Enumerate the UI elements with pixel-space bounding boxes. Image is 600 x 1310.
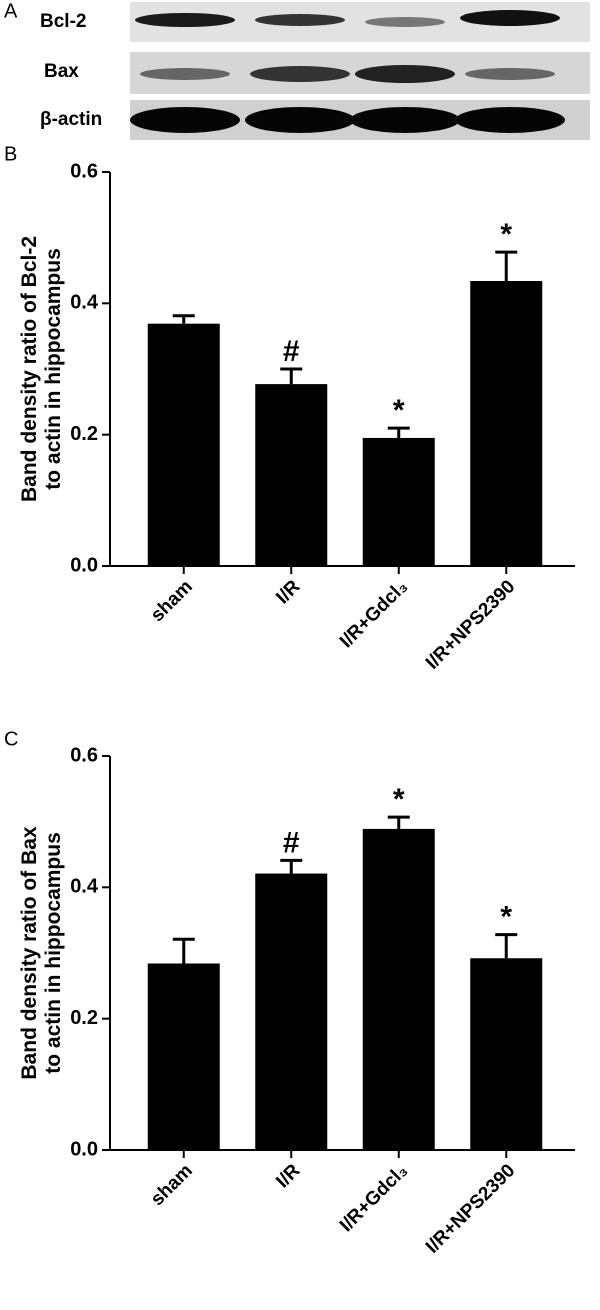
panel-label: B	[4, 143, 17, 165]
band	[350, 107, 460, 133]
y-tick-label: 0.2	[70, 1007, 98, 1029]
band	[460, 10, 560, 26]
y-axis-label-line: to actin in hippocampus	[42, 832, 65, 1074]
y-tick-label: 0.2	[70, 423, 98, 445]
x-tick-label: I/R	[272, 1160, 304, 1192]
band	[465, 68, 555, 80]
band	[455, 107, 565, 133]
panel-label: A	[4, 0, 18, 22]
significance-mark: #	[283, 826, 300, 859]
bar	[470, 958, 543, 1150]
y-tick-label: 0.4	[70, 292, 99, 314]
blot-panel: A Bcl-2 Bax β-actin	[4, 0, 590, 140]
significance-mark: *	[393, 783, 405, 816]
y-axis-label-line: Band density ratio of Bcl-2	[18, 236, 41, 502]
y-tick-label: 0.6	[70, 744, 98, 766]
significance-mark: *	[500, 218, 512, 251]
blot-label: β-actin	[40, 109, 102, 130]
band	[250, 66, 350, 82]
bar	[255, 873, 328, 1150]
x-tick-label: I/R+NPS2390	[422, 1160, 519, 1257]
x-tick-label: I/R+Gdcl₃	[336, 1160, 412, 1236]
x-tick-label: I/R+NPS2390	[422, 576, 519, 673]
bar	[362, 828, 435, 1150]
y-axis-label-line: to actin in hippocampus	[42, 248, 65, 490]
blot-label: Bax	[44, 61, 79, 82]
panel-label: C	[4, 728, 18, 750]
bar	[147, 323, 220, 566]
x-tick-label: I/R+Gdcl₃	[336, 576, 412, 652]
band	[130, 107, 240, 133]
chart: B 0.0 0.2 0.4 0.6 Band density ratio of Bcl-2…	[4, 143, 575, 674]
significance-mark: *	[393, 394, 405, 427]
y-axis-label: Band density ratio of Bcl-2to actin in h…	[18, 236, 65, 502]
band	[140, 68, 230, 80]
significance-mark: #	[283, 335, 300, 368]
band	[135, 13, 235, 27]
y-axis-label-line: Band density ratio of Bax	[18, 826, 41, 1080]
band	[255, 14, 345, 26]
chart: C 0.0 0.2 0.4 0.6 Band density ratio of Baxto…	[4, 728, 575, 1258]
bar	[470, 281, 543, 566]
significance-mark: *	[500, 901, 512, 934]
y-tick-label: 0.6	[70, 160, 98, 182]
x-tick-label: sham	[147, 1160, 197, 1210]
x-tick-label: I/R	[272, 576, 304, 608]
blot-label: Bcl-2	[40, 11, 86, 32]
bar	[147, 963, 220, 1150]
bar	[362, 437, 435, 566]
band	[355, 65, 455, 83]
y-tick-label: 0.0	[70, 1138, 98, 1160]
y-tick-label: 0.0	[70, 554, 98, 576]
y-tick-label: 0.4	[70, 876, 99, 898]
band	[245, 107, 355, 133]
x-tick-label: sham	[147, 576, 197, 626]
band	[365, 17, 445, 27]
y-axis-label: Band density ratio of Baxto actin in hip…	[18, 826, 65, 1080]
bar	[255, 384, 328, 566]
